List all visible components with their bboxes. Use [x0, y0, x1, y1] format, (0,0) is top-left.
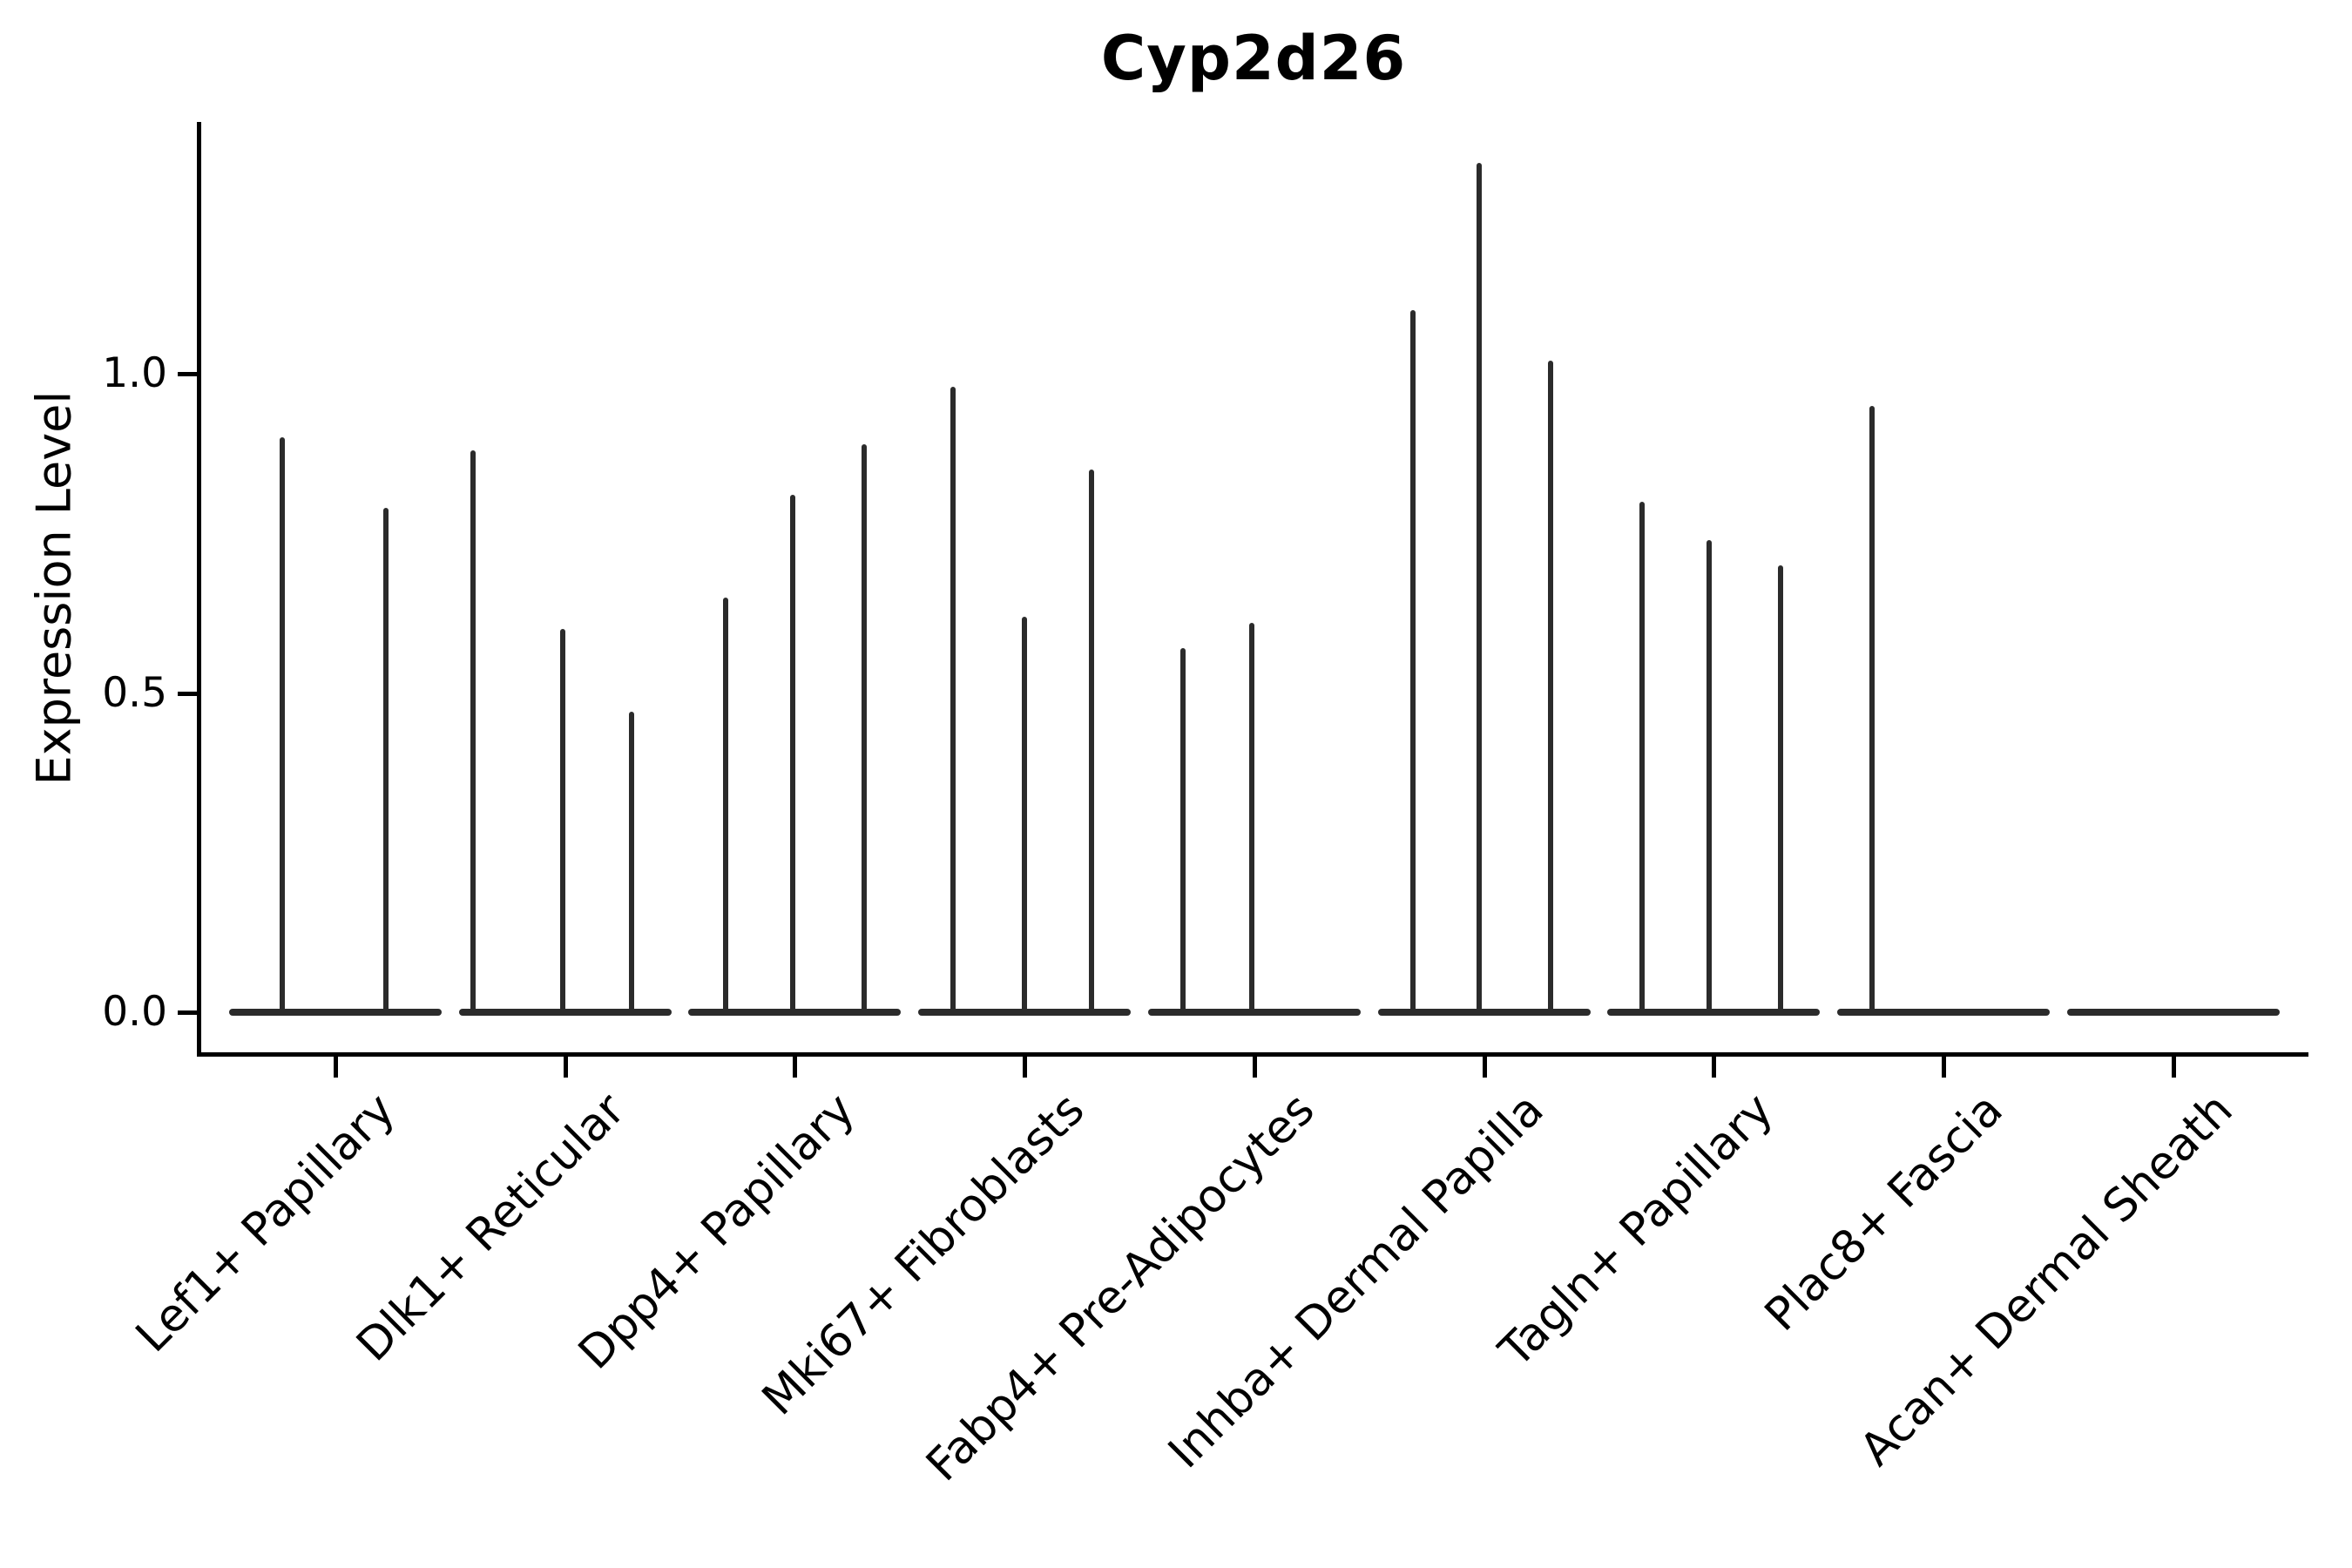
violin-zero-line: [1607, 1009, 1821, 1016]
y-axis-spine: [197, 122, 201, 1057]
violin-spike: [789, 495, 795, 1016]
x-tick-label: Plac8+ Fascia: [1755, 1083, 2014, 1342]
violin-spike: [1180, 648, 1186, 1016]
violin-spike: [280, 437, 286, 1016]
violin-spike: [1022, 616, 1028, 1016]
y-tick: [178, 691, 197, 696]
violin-spike: [1639, 501, 1646, 1016]
violin-zero-line: [229, 1009, 442, 1016]
x-tick-label: Fabp4+ Pre-Adipocytes: [916, 1083, 1325, 1492]
violin-spike: [383, 507, 389, 1016]
violin-zero-line: [1377, 1009, 1591, 1016]
violin-spike: [1777, 564, 1783, 1016]
plot-title: Cyp2d26: [1100, 23, 1407, 94]
x-tick: [334, 1055, 338, 1078]
y-tick-label: 0.0: [102, 988, 167, 1036]
violin-spike: [560, 629, 566, 1016]
y-tick-label: 0.5: [102, 668, 167, 717]
x-tick: [563, 1055, 568, 1078]
y-tick-label: 1.0: [102, 349, 167, 397]
violin-spike: [629, 712, 635, 1016]
x-tick: [1482, 1055, 1487, 1078]
x-tick: [1023, 1055, 1028, 1078]
x-tick: [793, 1055, 798, 1078]
x-axis-spine: [197, 1052, 2308, 1057]
violin-spike: [1869, 405, 1876, 1016]
violin-spike: [470, 449, 476, 1016]
violin-spike: [1477, 163, 1483, 1016]
violin-spike: [861, 443, 867, 1016]
y-tick: [178, 372, 197, 376]
x-tick: [1712, 1055, 1717, 1078]
violin-spike: [1088, 469, 1094, 1016]
x-tick-label: Inhba+ Dermal Papilla: [1159, 1083, 1554, 1479]
violin-spike: [1547, 361, 1553, 1016]
x-tick: [2171, 1055, 2176, 1078]
violin-spike: [950, 386, 956, 1016]
violin-spike: [1409, 309, 1416, 1016]
violin-zero-line: [1836, 1009, 2050, 1016]
x-tick-label: Acan+ Dermal Sheath: [1850, 1083, 2243, 1477]
x-tick: [1941, 1055, 1946, 1078]
x-tick: [1252, 1055, 1257, 1078]
violin-spike: [1706, 539, 1712, 1016]
violin-spike: [723, 597, 729, 1016]
violin-spike: [1249, 622, 1255, 1016]
violin-zero-line: [2066, 1009, 2280, 1016]
y-tick: [178, 1010, 197, 1015]
